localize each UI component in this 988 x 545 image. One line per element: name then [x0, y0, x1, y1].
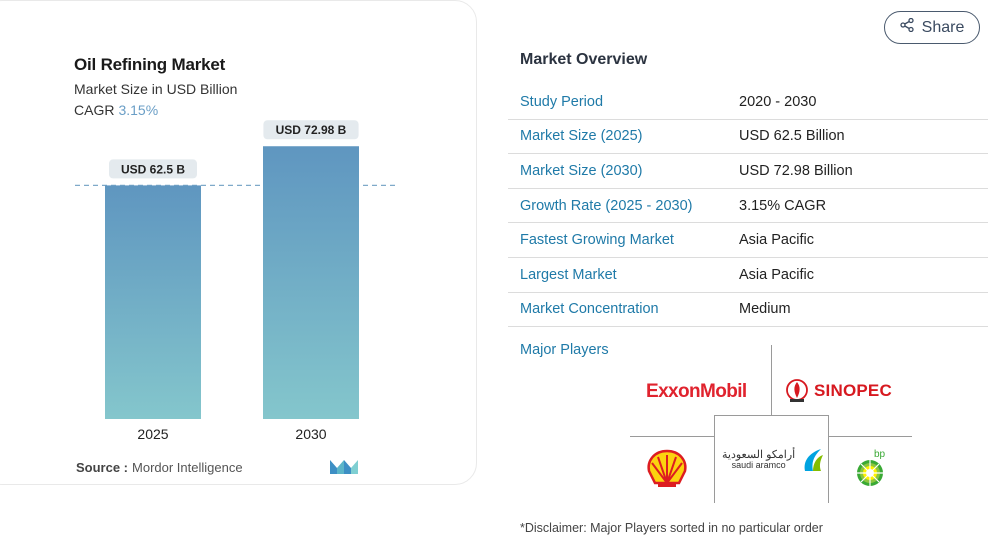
bar-chart: USD 62.5 B 2025 USD 72.98 B 2030 [75, 120, 395, 442]
source-label: Source : [76, 460, 129, 475]
mordor-intelligence-logo [330, 458, 358, 479]
logo-divider [714, 415, 715, 503]
overview-row-fastest-growing: Fastest Growing Market Asia Pacific [508, 223, 988, 258]
shell-logo [646, 449, 688, 494]
row-key: Largest Market [520, 266, 617, 283]
x-tick-label: 2030 [295, 426, 326, 442]
data-label-bg [263, 120, 359, 140]
aramco-emblem-icon [804, 449, 824, 471]
data-label-bg [109, 159, 197, 179]
overview-row-market-size-2025: Market Size (2025) USD 62.5 Billion [508, 120, 988, 155]
row-value: 3.15% CAGR [739, 197, 827, 214]
overview-row-market-size-2030: Market Size (2030) USD 72.98 Billion [508, 154, 988, 189]
source-value: Mordor Intelligence [132, 460, 243, 475]
row-value: Medium [739, 301, 791, 318]
logo-divider [828, 436, 912, 437]
x-tick-label: 2025 [137, 426, 168, 442]
cagr-label: CAGR [74, 102, 115, 118]
overview-row-study-period: Study Period 2020 - 2030 [508, 85, 988, 120]
row-key: Growth Rate (2025 - 2030) [520, 197, 693, 214]
chart-source: Source : Mordor Intelligence [76, 460, 243, 475]
row-key: Market Size (2025) [520, 128, 643, 145]
saudi-aramco-logo: أرامكو السعودية saudi aramco [722, 447, 825, 473]
row-key: Fastest Growing Market [520, 232, 674, 249]
share-button[interactable]: Share [884, 11, 980, 44]
bar-2025 [105, 185, 201, 419]
row-value: Asia Pacific [739, 232, 814, 249]
chart-subtitle: Market Size in USD Billion [74, 81, 238, 97]
logo-divider [630, 436, 714, 437]
logo-divider [828, 415, 829, 503]
disclaimer: *Disclaimer: Major Players sorted in no … [520, 521, 823, 535]
data-label: USD 62.5 B [121, 162, 185, 176]
major-players-label: Major Players [520, 342, 609, 358]
aramco-arabic-text: أرامكو السعودية [722, 448, 796, 461]
sinopec-logo: SINOPEC [786, 379, 892, 403]
overview-row-growth-rate: Growth Rate (2025 - 2030) 3.15% CAGR [508, 189, 988, 224]
overview-row-largest-market: Largest Market Asia Pacific [508, 258, 988, 293]
row-key: Market Size (2030) [520, 162, 643, 179]
data-label: USD 72.98 B [276, 123, 347, 137]
sinopec-emblem-icon [786, 379, 808, 402]
chart-cagr: CAGR 3.15% [74, 102, 158, 118]
bar-2030 [263, 146, 359, 419]
row-value: USD 72.98 Billion [739, 162, 853, 179]
sinopec-text: SINOPEC [814, 381, 892, 400]
row-value: Asia Pacific [739, 266, 814, 283]
logo-divider [771, 345, 772, 415]
major-players-logos: ExxonMobil SINOPEC أرامكو السعودية saudi… [630, 345, 912, 503]
row-key: Study Period [520, 93, 604, 110]
bp-logo: bp [852, 447, 892, 494]
exxonmobil-logo: ExxonMobil [646, 381, 747, 402]
share-icon [899, 17, 914, 37]
aramco-english-text: saudi aramco [731, 460, 786, 471]
row-value: 2020 - 2030 [739, 93, 817, 110]
chart-title: Oil Refining Market [74, 55, 226, 74]
bp-text: bp [874, 449, 886, 460]
overview-row-concentration: Market Concentration Medium [508, 293, 988, 328]
cagr-value: 3.15% [118, 102, 159, 118]
chart-card [0, 0, 477, 485]
row-key: Market Concentration [520, 301, 659, 318]
logo-divider [714, 415, 829, 416]
overview-table: Study Period 2020 - 2030 Market Size (20… [508, 85, 988, 328]
overview-title: Market Overview [520, 51, 648, 68]
share-label: Share [921, 18, 965, 36]
row-value: USD 62.5 Billion [739, 128, 845, 145]
